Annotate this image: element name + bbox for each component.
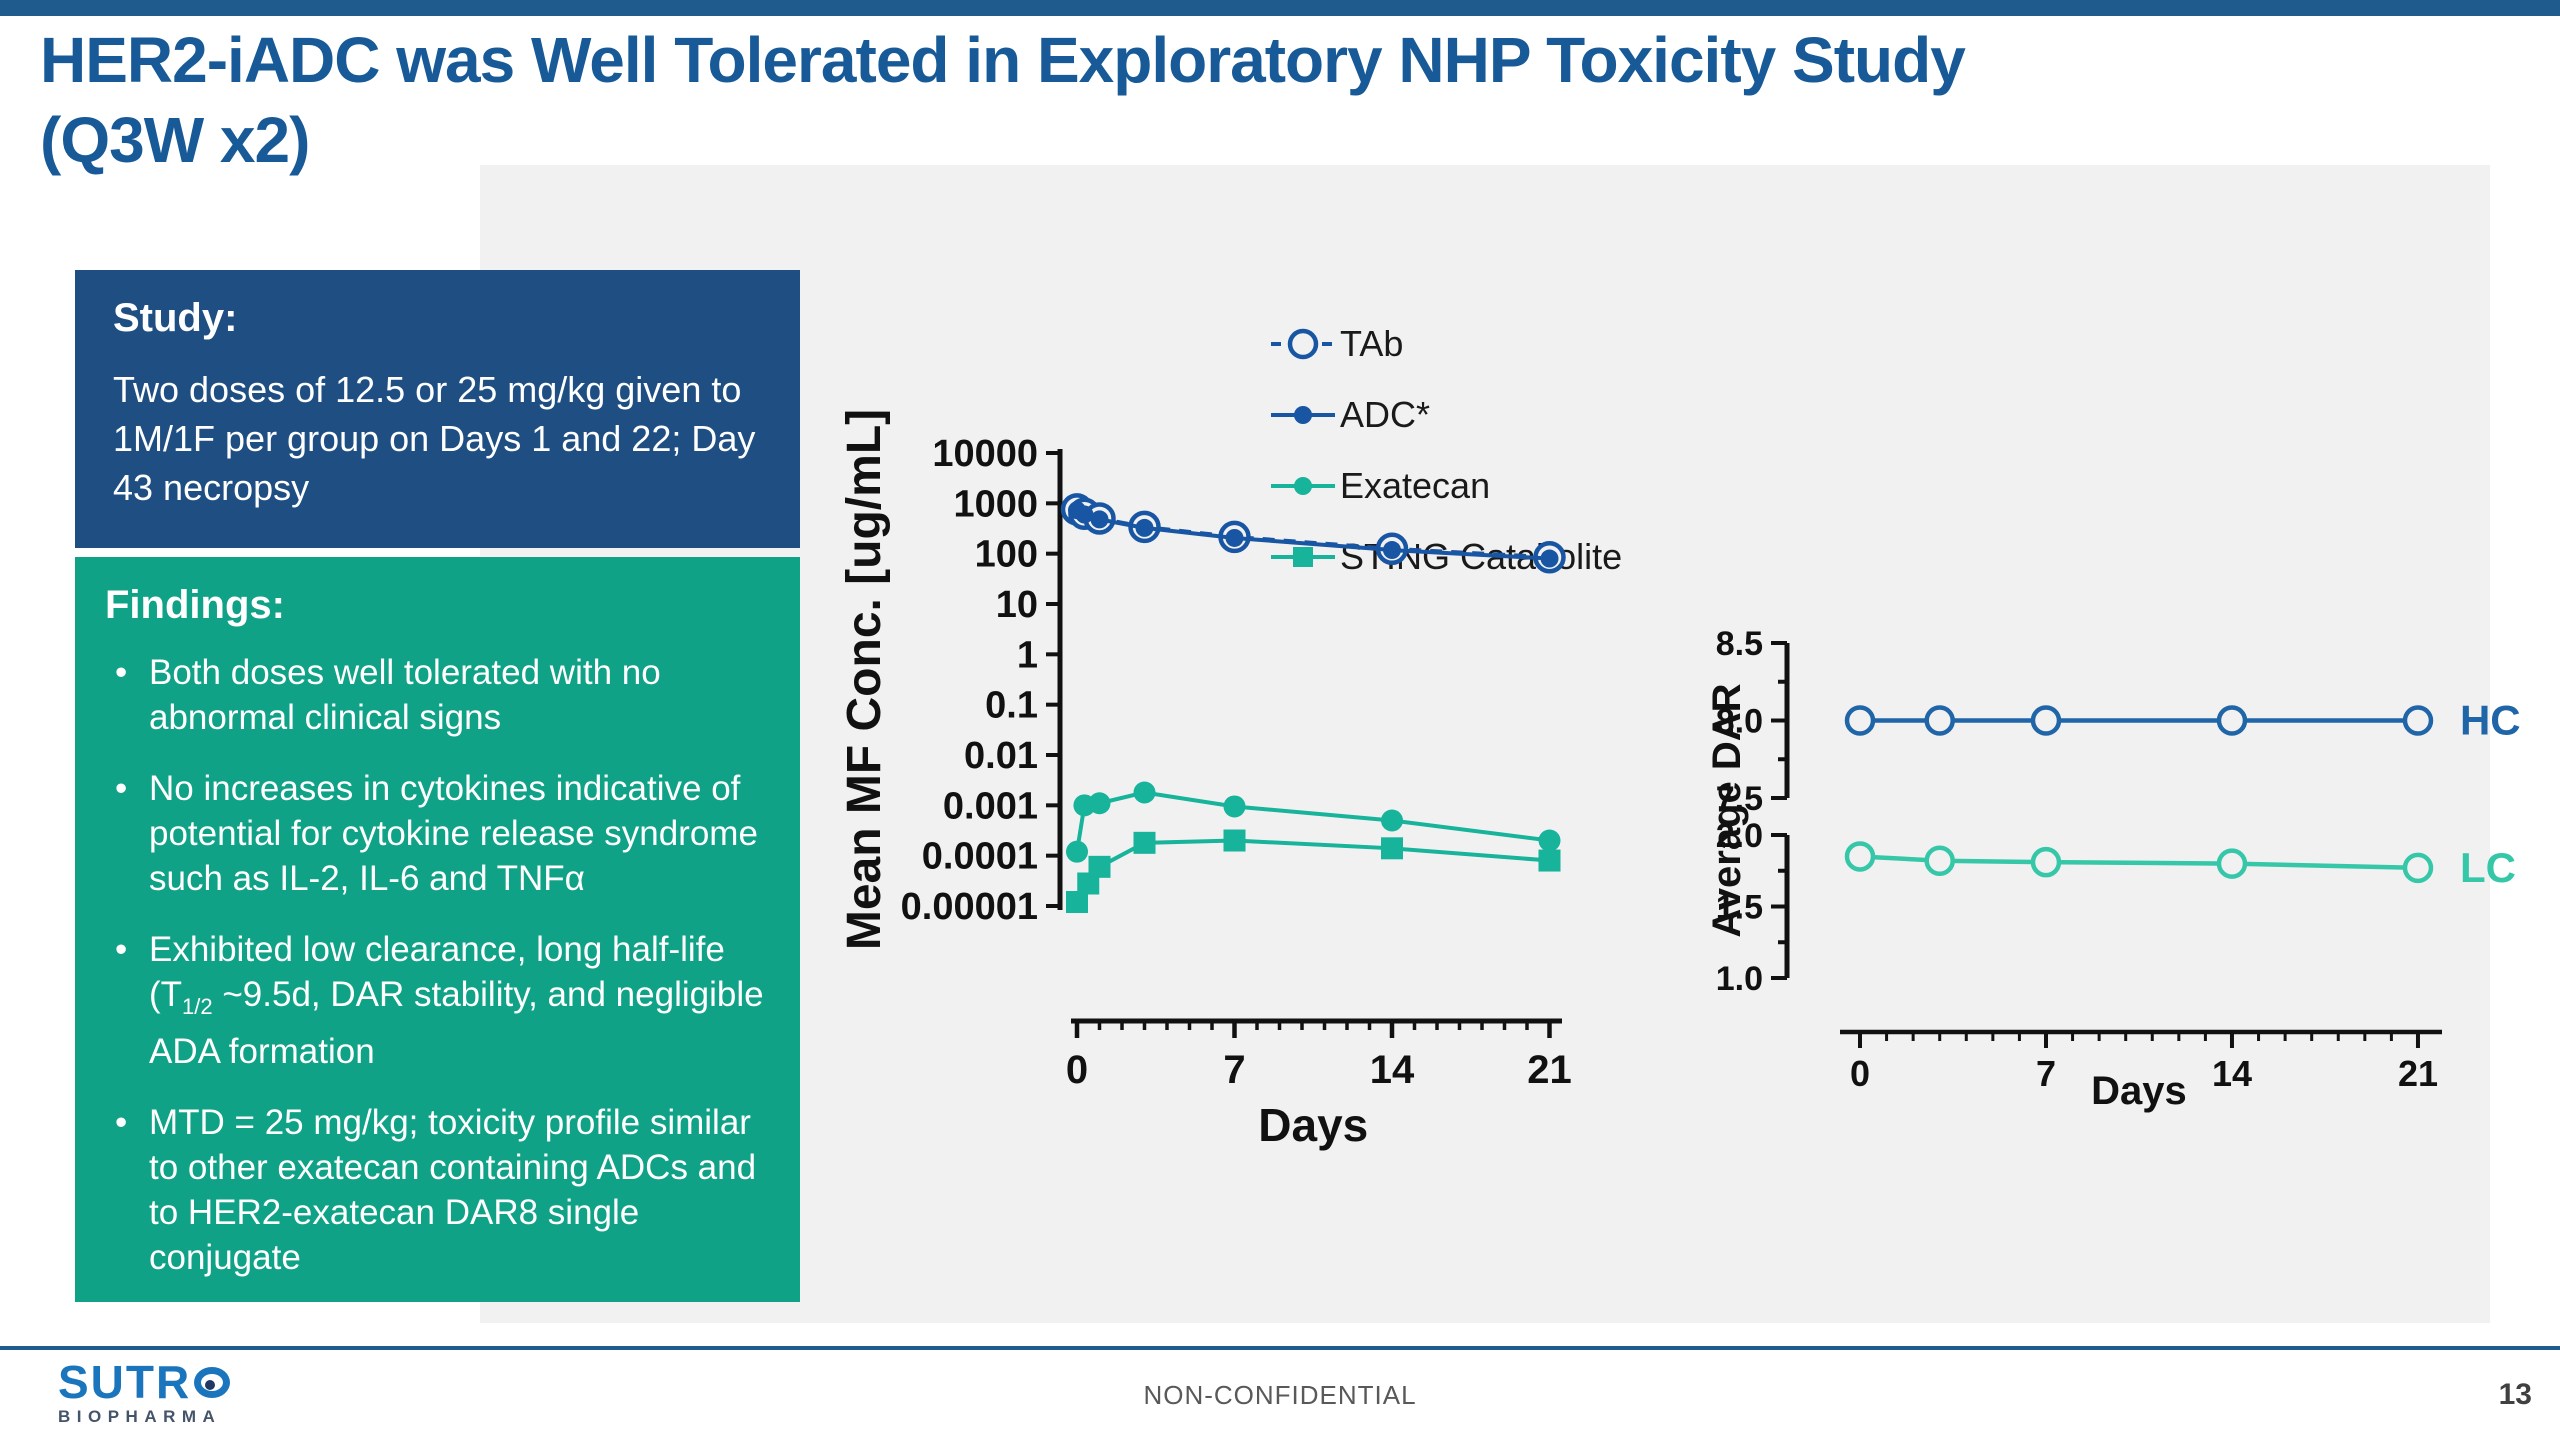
findings-heading: Findings: [105,583,285,627]
svg-text:1: 1 [1017,634,1038,676]
svg-text:Days: Days [2091,1069,2187,1113]
study-body: Two doses of 12.5 or 25 mg/kg given to 1… [113,369,756,508]
svg-text:7: 7 [2036,1053,2056,1094]
svg-text:14: 14 [2212,1053,2252,1094]
dar-y-axis: 8.5 8.0 7.52.0 1.5 1.0 Average DAR [1705,625,1790,998]
svg-text:7: 7 [1223,1048,1245,1092]
svg-text:14: 14 [1370,1048,1415,1092]
svg-text:0: 0 [1066,1048,1088,1092]
svg-text:0.001: 0.001 [943,785,1038,827]
svg-text:1.0: 1.0 [1716,960,1763,998]
svg-text:8.5: 8.5 [1716,625,1763,663]
svg-text:Average DAR: Average DAR [1705,683,1749,937]
dar-x-axis: 0 7 14 21 Days [1840,1029,2442,1113]
svg-text:21: 21 [2398,1053,2438,1094]
svg-text:10: 10 [996,584,1038,626]
footer-divider [0,1346,2560,1350]
page-title: HER2-iADC was Well Tolerated in Explorat… [40,20,2490,180]
svg-text:10000: 10000 [932,433,1038,475]
svg-text:2.0: 2.0 [1716,817,1763,855]
svg-text:1000: 1000 [953,483,1038,525]
svg-text:1.5: 1.5 [1716,889,1763,927]
dar-series-LC: LC [1844,841,2516,891]
svg-text:8.0: 8.0 [1716,703,1763,741]
pk-series-STING-Catabolite [1066,829,1561,914]
finding-bullet: Both doses well tolerated with no abnorm… [105,650,770,740]
chart-panel-background [480,165,2490,1323]
study-box: Study: Two doses of 12.5 or 25 mg/kg giv… [75,270,800,548]
svg-text:0.01: 0.01 [964,735,1038,777]
svg-text:21: 21 [1527,1048,1572,1092]
finding-bullet: Exhibited low clearance, long half-life … [105,927,770,1074]
svg-text:7.5: 7.5 [1716,780,1763,818]
dar-series-HC: HC [1844,697,2521,744]
svg-text:100: 100 [975,534,1038,576]
svg-text:0.0001: 0.0001 [922,836,1038,878]
logo-subtext: BIOPHARMA [58,1407,222,1426]
pk-x-axis: 0 7 14 21 Days [1066,1018,1572,1151]
finding-bullet: MTD = 25 mg/kg; toxicity profile similar… [105,1100,770,1280]
title-line-2: (Q3W x2) [40,104,310,176]
svg-text:LC: LC [2460,844,2516,891]
findings-list: Both doses well tolerated with no abnorm… [105,650,770,1280]
page-number: 13 [2498,1378,2532,1411]
logo-orbit-o-icon [194,1366,231,1398]
findings-box: Findings: Both doses well tolerated with… [75,557,800,1302]
top-accent-bar [0,0,2560,16]
title-line-1: HER2-iADC was Well Tolerated in Explorat… [40,24,1966,96]
svg-text:ADC*: ADC* [1340,394,1430,435]
logo-wordmark-text: SUTR [58,1356,192,1408]
svg-text:Mean MF Conc. [ug/mL]: Mean MF Conc. [ug/mL] [838,409,891,950]
svg-text:0.1: 0.1 [985,685,1038,727]
dar-chart: 8.5 8.0 7.52.0 1.5 1.0 Average DAR 0 7 14 21 Days H… [1705,625,2521,1113]
pk-y-axis: 10000 1000 100 10 1 0.1 0.01 0.001 0.0001 0.00001… [838,409,1063,950]
logo-wordmark: SUTR [58,1356,231,1408]
sutro-logo: SUTR BIOPHARMA [58,1356,231,1427]
pk-series-Exatecan [1066,781,1561,863]
svg-text:0: 0 [1850,1053,1870,1094]
pk-series-ADC- [1068,501,1559,568]
finding-bullet: No increases in cytokines indicative of … [105,766,770,901]
confidentiality-label: NON-CONFIDENTIAL [1143,1380,1417,1410]
svg-text:Exatecan: Exatecan [1340,465,1490,506]
svg-text:Days: Days [1258,1099,1368,1151]
svg-text:TAb: TAb [1340,323,1403,364]
pk-chart: 10000 1000 100 10 1 0.1 0.01 0.001 0.0001 0.00001… [838,323,1622,1151]
svg-text:0.00001: 0.00001 [901,886,1038,928]
study-heading: Study: [113,296,238,340]
svg-text:HC: HC [2460,697,2521,744]
